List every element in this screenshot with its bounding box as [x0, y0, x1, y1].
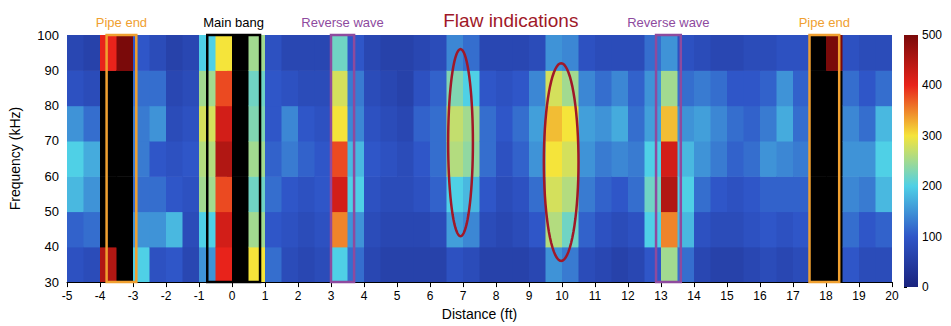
svg-text:4: 4 [361, 289, 368, 303]
svg-text:Pipe end: Pipe end [799, 15, 850, 30]
svg-text:Reverse wave: Reverse wave [627, 15, 709, 30]
svg-text:300: 300 [922, 129, 942, 143]
svg-text:9: 9 [526, 289, 533, 303]
svg-text:0: 0 [229, 289, 236, 303]
svg-text:15: 15 [720, 289, 734, 303]
svg-text:100: 100 [922, 230, 942, 244]
svg-text:-3: -3 [128, 289, 139, 303]
svg-text:8: 8 [493, 289, 500, 303]
svg-text:100: 100 [37, 28, 59, 43]
svg-text:12: 12 [621, 289, 635, 303]
svg-text:14: 14 [687, 289, 701, 303]
svg-text:Pipe end: Pipe end [96, 15, 147, 30]
svg-text:80: 80 [45, 98, 59, 113]
svg-text:40: 40 [45, 239, 59, 254]
svg-text:2: 2 [295, 289, 302, 303]
svg-text:60: 60 [45, 169, 59, 184]
svg-text:11: 11 [589, 289, 602, 303]
svg-text:10: 10 [555, 289, 569, 303]
svg-text:20: 20 [885, 289, 899, 303]
svg-text:200: 200 [922, 179, 942, 193]
svg-text:30: 30 [45, 275, 59, 290]
svg-text:6: 6 [427, 289, 434, 303]
svg-text:Flaw indications: Flaw indications [443, 10, 578, 31]
svg-text:0: 0 [922, 280, 929, 294]
svg-text:7: 7 [460, 289, 467, 303]
svg-text:Main bang: Main bang [203, 15, 264, 30]
svg-text:17: 17 [786, 289, 800, 303]
svg-text:16: 16 [753, 289, 767, 303]
svg-text:Frequency (kHz): Frequency (kHz) [7, 107, 23, 210]
svg-text:Distance (ft): Distance (ft) [442, 306, 517, 322]
svg-text:5: 5 [394, 289, 401, 303]
svg-text:500: 500 [922, 28, 942, 42]
svg-text:-1: -1 [194, 289, 205, 303]
svg-text:70: 70 [45, 133, 59, 148]
svg-text:50: 50 [45, 204, 59, 219]
svg-text:1: 1 [262, 289, 269, 303]
svg-text:19: 19 [852, 289, 866, 303]
svg-text:Reverse wave: Reverse wave [301, 15, 383, 30]
svg-text:400: 400 [922, 78, 942, 92]
svg-text:18: 18 [819, 289, 833, 303]
svg-text:-4: -4 [95, 289, 106, 303]
svg-text:-2: -2 [161, 289, 172, 303]
svg-text:90: 90 [45, 63, 59, 78]
svg-text:13: 13 [654, 289, 668, 303]
svg-text:3: 3 [328, 289, 335, 303]
svg-text:-5: -5 [62, 289, 73, 303]
